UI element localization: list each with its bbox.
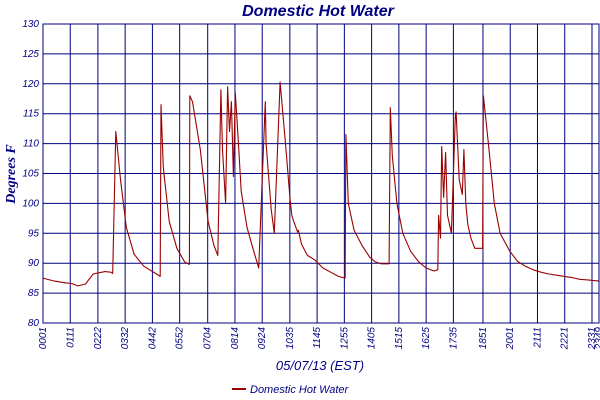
y-tick-label: 95: [28, 228, 40, 239]
series-layer: [42, 81, 600, 287]
x-tick-label: 0704: [203, 327, 214, 350]
x-tick-label: 1625: [421, 327, 432, 350]
y-tick-label: 120: [22, 79, 39, 90]
grid-lines: [43, 23, 599, 324]
y-tick-label: 90: [28, 258, 40, 269]
x-tick-label: 0814: [230, 327, 241, 350]
x-tick-label: 1145: [312, 327, 323, 349]
y-tick-label: 125: [22, 49, 39, 60]
legend: Domestic Hot Water: [232, 384, 350, 396]
x-tick-label: 2349: [594, 327, 600, 351]
x-axis-ticks: 0001 0111 0222 0332 0442 0552 0704 0814 0924 1035…: [38, 327, 600, 351]
x-tick-label: 2111: [532, 327, 543, 349]
y-tick-label: 105: [22, 169, 39, 180]
y-tick-label: 130: [22, 19, 39, 30]
y-tick-label: 110: [23, 139, 39, 150]
x-tick-label: 0552: [175, 327, 186, 350]
legend-label: Domestic Hot Water: [250, 384, 350, 396]
x-tick-label: 0001: [38, 327, 49, 349]
y-axis-label: Degrees F: [4, 144, 19, 205]
x-tick-label: 1851: [478, 327, 489, 349]
chart-title: Domestic Hot Water: [242, 3, 395, 20]
plot-frame: [42, 23, 600, 324]
x-tick-label: 2331: [587, 327, 598, 350]
x-tick-label: 0332: [120, 327, 131, 350]
x-tick-label: 1405: [367, 327, 378, 350]
x-tick-label: 1035: [285, 327, 296, 350]
x-tick-label: 1515: [394, 327, 405, 350]
y-axis-ticks: 80 85 90 95 100 105 110 115 120 125 130: [22, 19, 39, 329]
x-tick-label: 1735: [448, 327, 459, 350]
x-tick-label: 0222: [93, 327, 104, 350]
x-tick-label: 2221: [560, 327, 571, 350]
y-tick-label: 100: [22, 198, 39, 209]
series-line-domestic-hot-water: [42, 81, 600, 287]
y-tick-label: 115: [23, 109, 39, 120]
y-tick-label: 80: [28, 318, 40, 329]
x-tick-label: 0924: [257, 327, 268, 350]
x-tick-label: 1255: [339, 327, 350, 350]
x-tick-label: 0442: [147, 327, 158, 350]
x-axis-label: 05/07/13 (EST): [276, 358, 364, 373]
x-tick-label: 0111: [65, 327, 76, 348]
x-tick-label: 2001: [505, 327, 516, 350]
y-tick-label: 85: [28, 288, 40, 299]
